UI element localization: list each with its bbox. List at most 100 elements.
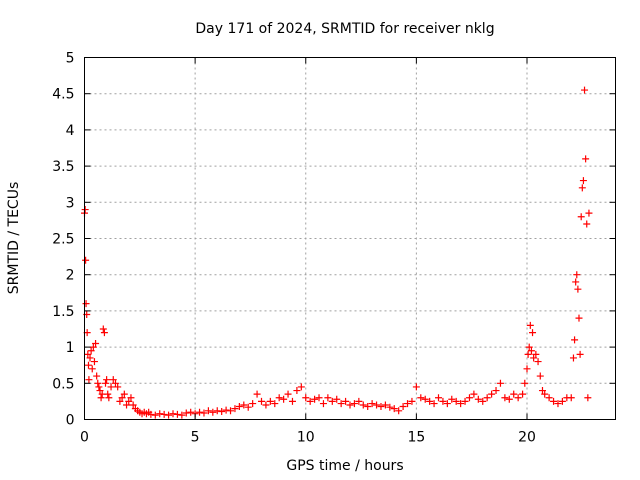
data-point	[527, 347, 535, 355]
data-point	[319, 400, 327, 408]
data-point	[530, 354, 538, 362]
data-point	[554, 400, 562, 408]
data-point	[94, 379, 102, 387]
data-point	[523, 365, 531, 373]
y-tick-label: 0	[66, 413, 75, 429]
data-point	[280, 395, 288, 403]
data-point	[293, 387, 301, 395]
data-point	[196, 408, 204, 416]
data-point	[84, 361, 92, 369]
x-axis-label: GPS time / hours	[286, 458, 403, 474]
data-point	[85, 376, 93, 384]
data-point	[461, 397, 469, 405]
data-point	[474, 395, 482, 403]
data-point	[439, 397, 447, 405]
y-tick-label: 3	[66, 195, 75, 211]
data-point	[435, 394, 442, 402]
data-point	[377, 402, 385, 410]
data-point	[541, 390, 549, 398]
x-tick-labels: 0 5 10 15 20	[80, 430, 536, 446]
data-point	[315, 394, 323, 402]
data-point	[151, 411, 159, 419]
y-tick-label: 1	[66, 340, 75, 356]
data-point	[297, 383, 305, 391]
data-point	[355, 397, 363, 405]
chart-title: Day 171 of 2024, SRMTID for receiver nkl…	[195, 21, 494, 37]
data-point	[258, 397, 265, 405]
x-tick-label: 5	[191, 430, 200, 446]
data-point	[574, 285, 582, 293]
data-point	[129, 401, 137, 409]
x-tick-label: 20	[518, 430, 536, 446]
data-point	[579, 177, 587, 185]
data-point	[373, 401, 381, 409]
data-point	[125, 397, 133, 405]
data-point	[271, 400, 279, 408]
data-point	[213, 407, 221, 415]
data-point	[514, 394, 522, 402]
y-tick-label: 2.5	[52, 232, 74, 248]
data-point	[583, 220, 591, 228]
x-tick-label: 15	[407, 430, 425, 446]
data-point	[82, 256, 90, 264]
data-point	[93, 372, 101, 380]
data-point	[284, 390, 292, 398]
data-point	[521, 379, 529, 387]
data-point	[86, 354, 94, 362]
data-point	[538, 387, 546, 395]
data-point	[165, 411, 173, 419]
data-point	[569, 354, 577, 362]
data-point	[346, 401, 354, 409]
data-point	[443, 400, 451, 408]
data-point	[262, 401, 270, 409]
data-point	[81, 206, 89, 214]
data-point	[156, 410, 164, 418]
data-point	[578, 184, 586, 192]
data-point	[311, 395, 319, 403]
data-point	[100, 329, 108, 337]
data-point	[288, 397, 296, 405]
data-point	[545, 394, 553, 402]
data-point	[204, 407, 212, 415]
data-point	[390, 405, 398, 413]
data-point	[505, 395, 513, 403]
data-point	[368, 400, 376, 408]
data-point	[222, 406, 230, 414]
data-point	[496, 379, 504, 387]
x-tick-label: 0	[80, 430, 89, 446]
data-point	[417, 394, 425, 402]
data-point	[116, 397, 124, 405]
data-point	[399, 402, 407, 410]
data-point	[118, 394, 126, 402]
data-point	[123, 401, 131, 409]
data-point	[567, 394, 575, 402]
data-point	[127, 394, 135, 402]
data-point	[231, 405, 239, 413]
data-point	[253, 390, 261, 398]
data-point	[488, 390, 496, 398]
data-point	[306, 397, 314, 405]
data-point	[430, 400, 438, 408]
data-point	[218, 408, 226, 416]
data-point	[408, 397, 416, 405]
data-point	[114, 383, 122, 391]
data-point	[302, 394, 310, 402]
y-tick-label: 0.5	[52, 376, 74, 392]
data-point	[483, 394, 491, 402]
data-point	[84, 350, 92, 358]
data-point	[209, 408, 217, 416]
data-point	[182, 409, 190, 417]
data-point	[88, 365, 96, 373]
data-point	[536, 372, 544, 380]
data-point	[109, 376, 117, 384]
data-point	[479, 397, 487, 405]
data-point	[120, 390, 128, 398]
y-tick-label: 4.5	[52, 87, 74, 103]
data-point	[235, 402, 243, 410]
data-point	[519, 390, 527, 398]
data-point	[529, 329, 537, 337]
data-point	[571, 336, 579, 344]
data-point	[501, 394, 509, 402]
data-point	[111, 379, 119, 387]
data-point	[510, 390, 518, 398]
